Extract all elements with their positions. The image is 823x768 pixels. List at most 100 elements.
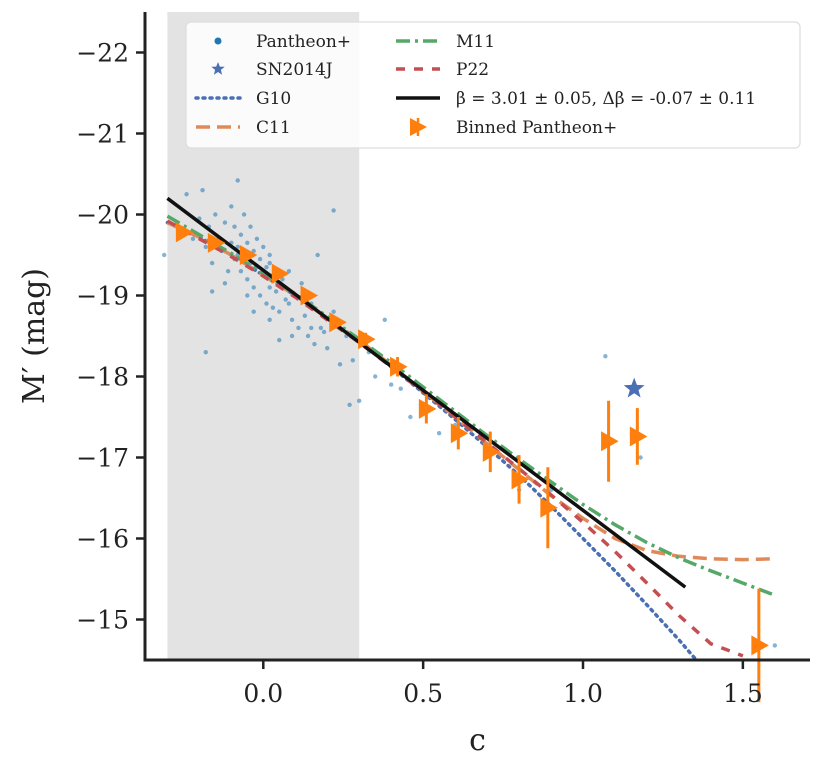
legend-label: P22 [456, 60, 489, 80]
legend-label: M11 [456, 32, 495, 52]
pantheon-point [200, 188, 205, 193]
x-tick-label: 1.0 [563, 679, 603, 708]
pantheon-point [325, 345, 330, 351]
pantheon-point [357, 398, 362, 403]
legend-label: G10 [256, 89, 291, 109]
pantheon-point [248, 224, 253, 229]
pantheon-point [289, 333, 295, 339]
pantheon-point [296, 325, 301, 331]
binned-point [329, 312, 347, 333]
pantheon-point [238, 269, 244, 274]
pantheon-point [267, 252, 272, 258]
pantheon-point [312, 341, 317, 347]
pantheon-point [235, 244, 240, 250]
x-tick-label: 0.5 [403, 679, 443, 708]
binned-point [207, 232, 226, 253]
pantheon-point [277, 309, 282, 314]
y-tick-label: −19 [76, 282, 129, 311]
model-lines-layer [165, 196, 776, 660]
pantheon-point [213, 212, 218, 217]
pantheon-point [331, 208, 336, 213]
pantheon-point [254, 236, 260, 241]
pantheon-point [222, 281, 228, 286]
y-tick-label: −18 [76, 363, 129, 392]
binned-point [239, 245, 258, 265]
pantheon-point [241, 212, 247, 217]
x-tick-label: 0.0 [243, 679, 283, 708]
binned-point [751, 635, 769, 656]
pantheon-point [302, 313, 308, 318]
pantheon-point [337, 362, 343, 367]
y-tick-label: −17 [76, 444, 129, 473]
line-dashdot [166, 214, 776, 597]
pantheon-point [267, 260, 272, 266]
pantheon-point [251, 248, 256, 254]
line-solid [166, 196, 687, 589]
pantheon-point [225, 269, 231, 274]
pantheon-point [289, 317, 295, 322]
pantheon-point [257, 256, 263, 262]
pantheon-point [245, 293, 250, 298]
legend-dot-marker [214, 37, 222, 45]
pantheon-point [305, 333, 311, 339]
binned-points-layer [175, 222, 769, 703]
pantheon-point [299, 281, 304, 286]
pantheon-point [318, 325, 324, 331]
pantheon-point [408, 414, 413, 420]
binned-point [175, 222, 194, 243]
y-tick-label: −20 [76, 201, 129, 230]
pantheon-point [280, 277, 285, 282]
pantheon-point [261, 244, 266, 250]
pantheon-point [603, 354, 608, 359]
pantheon-point [388, 382, 394, 387]
pantheon-point [190, 236, 196, 241]
pantheon-point [270, 305, 276, 310]
binned-point [418, 398, 437, 419]
pantheon-point [264, 301, 269, 306]
pantheon-point [203, 350, 208, 355]
pantheon-point [267, 285, 272, 290]
pantheon-point [273, 289, 279, 294]
pantheon-point [245, 240, 250, 246]
y-tick-label: −21 [76, 120, 129, 149]
axes-layer: 0.0 0.5 1.0 1.5 −15 −16 −17 −18 −19 −20 −21 −22 [76, 12, 810, 708]
pantheon-point [267, 317, 272, 322]
pantheon-point [235, 178, 240, 183]
binned-point [358, 329, 376, 350]
legend-label: β = 3.01 ± 0.05, Δβ = -0.07 ± 0.11 [456, 89, 756, 109]
legend-triangle-marker [410, 118, 427, 136]
y-tick-label: −15 [76, 606, 129, 635]
pantheon-point [350, 358, 356, 363]
line-dashed-short [166, 219, 744, 658]
pantheon-point [257, 293, 263, 298]
pantheon-point [309, 325, 314, 331]
pantheon-point [286, 301, 292, 306]
legend-label: SN2014J [256, 60, 333, 80]
pantheon-point [203, 244, 208, 250]
binned-point [629, 426, 648, 447]
pantheon-point [184, 192, 189, 197]
y-tick-label: −16 [76, 525, 129, 554]
binned-point [601, 431, 619, 452]
legend-label: Binned Pantheon+ [456, 118, 617, 138]
legend: Pantheon+ SN2014J G10 C11 M11 P22 β = 3.01 ± 0… [185, 21, 801, 149]
pantheon-point [229, 204, 234, 209]
sn2014j-star [623, 377, 645, 398]
pantheon-point [321, 329, 327, 335]
pantheon-point [398, 386, 403, 391]
binned-point [540, 497, 558, 518]
legend-label: Pantheon+ [256, 32, 351, 52]
pantheon-point [238, 232, 244, 237]
pantheon-point [209, 289, 215, 294]
pantheon-point [315, 252, 320, 258]
pantheon-point [161, 252, 167, 258]
binned-point [450, 423, 469, 444]
pantheon-point [331, 309, 336, 314]
pantheon-point [638, 455, 643, 460]
legend-box [185, 21, 801, 149]
pantheon-point [222, 220, 228, 225]
pantheon-point [232, 224, 237, 229]
binned-point [300, 285, 319, 306]
legend-star-marker [211, 62, 225, 75]
